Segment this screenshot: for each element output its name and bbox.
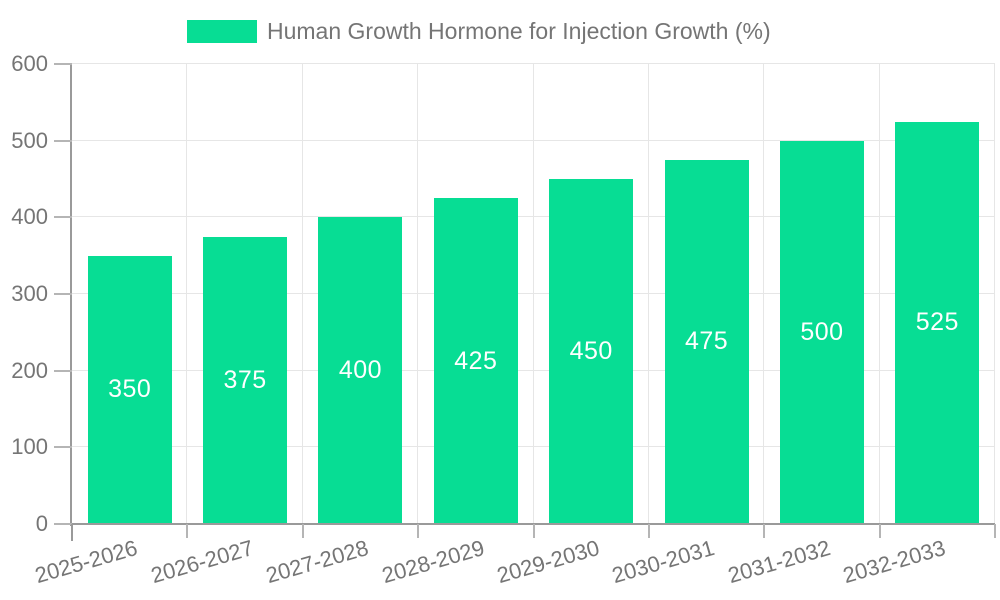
- x-tick-label: 2025-2026: [32, 535, 141, 589]
- y-tick-label: 100: [11, 434, 48, 460]
- y-tick: [54, 139, 72, 142]
- x-tick: [532, 524, 535, 538]
- h-gridline: [72, 216, 995, 218]
- x-tick-label: 2030-2031: [609, 535, 718, 589]
- x-tick: [186, 524, 189, 538]
- x-tick-label: 2028-2029: [378, 535, 487, 589]
- v-gridline: [301, 64, 303, 524]
- bar-value-label: 475: [684, 327, 729, 356]
- y-tick: [54, 523, 72, 525]
- y-tick-label: 200: [11, 357, 48, 383]
- x-tick: [71, 524, 73, 541]
- y-axis-line: [70, 64, 72, 526]
- x-tick: [994, 524, 996, 538]
- y-tick-label: 400: [11, 204, 48, 230]
- legend-label: Human Growth Hormone for Injection Growt…: [267, 18, 771, 44]
- legend[interactable]: Human Growth Hormone for Injection Growt…: [187, 17, 771, 45]
- bar-value-label: 400: [338, 356, 383, 385]
- bar-value-label: 450: [569, 337, 613, 365]
- x-tick: [301, 524, 304, 538]
- bar[interactable]: 475: [664, 159, 749, 524]
- h-gridline: [72, 369, 995, 371]
- y-tick-label: 500: [11, 127, 48, 153]
- legend-swatch: [187, 19, 257, 43]
- bar-value-label: 425: [454, 346, 498, 375]
- x-tick: [878, 524, 881, 538]
- y-tick-label: 600: [11, 51, 48, 76]
- h-gridline: [72, 63, 995, 64]
- x-tick: [763, 524, 766, 538]
- y-tick: [54, 446, 72, 449]
- x-tick-label: 2026-2027: [147, 535, 256, 589]
- bar-value-label: 350: [108, 375, 152, 404]
- bar[interactable]: 350: [87, 255, 172, 524]
- y-tick: [54, 216, 72, 219]
- v-gridline: [994, 64, 995, 524]
- v-gridline: [532, 64, 534, 524]
- y-tick: [54, 63, 72, 65]
- bar[interactable]: 500: [779, 140, 864, 524]
- x-tick-label: 2031-2032: [724, 535, 833, 589]
- bar[interactable]: 400: [318, 217, 403, 524]
- bar-value-label: 525: [915, 308, 959, 337]
- x-tick: [417, 524, 420, 538]
- bar-value-label: 500: [800, 317, 844, 346]
- bar[interactable]: 450: [549, 179, 634, 524]
- bar[interactable]: 375: [203, 236, 288, 524]
- x-tick-label: 2029-2030: [494, 535, 603, 589]
- v-gridline: [647, 64, 649, 524]
- bar[interactable]: 425: [433, 198, 518, 524]
- y-tick: [54, 293, 72, 295]
- x-tick-label: 2032-2033: [840, 535, 949, 589]
- x-tick: [647, 524, 650, 538]
- y-tick: [54, 369, 72, 372]
- v-gridline: [878, 64, 880, 524]
- v-gridline: [763, 64, 765, 524]
- y-tick-label: 0: [35, 511, 48, 536]
- v-gridline: [186, 64, 188, 524]
- y-tick-label: 300: [11, 281, 48, 306]
- h-gridline: [72, 293, 995, 294]
- h-gridline: [72, 139, 995, 141]
- v-gridline: [417, 64, 419, 524]
- x-tick-label: 2027-2028: [263, 535, 372, 589]
- bar[interactable]: 525: [895, 121, 980, 524]
- h-gridline: [72, 446, 995, 448]
- bar-value-label: 375: [223, 365, 267, 394]
